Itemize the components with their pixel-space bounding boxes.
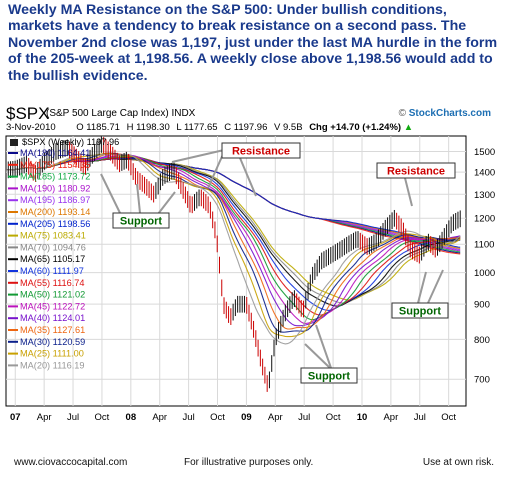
symbol-label: $SPX	[6, 104, 50, 123]
callout-leader	[427, 269, 444, 304]
y-tick-label: 700	[474, 375, 490, 386]
legend: MA(180) 1164.41 MA(175) 1154.35 MA(185) 11…	[8, 139, 90, 370]
legend-label: MA(45) 1122.72	[20, 301, 85, 311]
watermark-brand: StockCharts.com	[408, 108, 491, 119]
x-tick-label: Apr	[37, 412, 52, 423]
legend-label: MA(75) 1083.41	[20, 231, 86, 241]
ma-line	[5, 152, 461, 333]
y-tick-label: 1200	[474, 214, 495, 225]
x-tick-label: 10	[357, 412, 368, 423]
ma-line	[5, 152, 461, 330]
moving-averages	[5, 152, 461, 345]
resistance-label-2: Resistance	[387, 166, 445, 178]
watermark-prefix: ©	[398, 108, 409, 119]
x-tick-label: Jul	[183, 412, 195, 423]
stockcharts-watermark: © StockCharts.com	[399, 108, 491, 119]
y-tick-label: 1500	[474, 147, 495, 158]
callout-leader	[171, 149, 225, 163]
legend-label: MA(205) 1198.56	[20, 219, 90, 229]
legend-label: MA(190) 1180.92	[20, 183, 90, 193]
callout-leader	[404, 177, 413, 207]
legend-label: MA(25) 1111.00	[20, 349, 84, 359]
footer-risk: Use at own risk.	[422, 457, 494, 468]
x-tick-label: 07	[10, 412, 21, 423]
quote-low: L 1177.65	[176, 122, 218, 133]
y-tick-label: 1400	[474, 168, 495, 179]
legend-label: MA(50) 1121.02	[20, 290, 85, 300]
support-label-2-box	[300, 367, 358, 384]
ma-line	[5, 153, 461, 338]
legend-label: MA(20) 1116.19	[20, 360, 85, 370]
footer-disclaimer: For illustrative purposes only.	[184, 457, 314, 468]
annotations: Resistance Resistance Support Support Suppor…	[100, 142, 456, 384]
legend-label: MA(30) 1120.59	[20, 337, 85, 347]
x-tick-label: Apr	[383, 412, 398, 423]
callout-leader	[136, 183, 141, 214]
callout-leader	[207, 151, 225, 189]
legend-label: MA(65) 1105.17	[20, 254, 85, 264]
price-bars	[7, 136, 461, 392]
callout-leader	[417, 271, 427, 304]
callout-leader	[157, 191, 176, 215]
legend-label: MA(55) 1116.74	[20, 278, 85, 288]
x-tick-label: Oct	[95, 412, 110, 423]
series-swatch	[10, 139, 18, 146]
legend-label: MA(70) 1094.76	[20, 242, 86, 252]
symbol-description: (S&P 500 Large Cap Index) INDX	[46, 108, 196, 119]
ma-line	[5, 153, 461, 345]
quote-volume: V 9.5B	[274, 122, 303, 133]
x-tick-label: 08	[126, 412, 137, 423]
quote-date: 3-Nov-2010	[6, 122, 56, 133]
support-label-1-box	[112, 212, 170, 229]
legend-label: MA(175) 1154.35	[20, 160, 90, 170]
x-tick-label: Jul	[298, 412, 310, 423]
y-tick-label: 1100	[474, 240, 494, 251]
x-tick-label: Jul	[67, 412, 79, 423]
legend-label: MA(60) 1111.97	[20, 266, 84, 276]
legend-label: MA(185) 1173.72	[20, 172, 90, 182]
legend-label: MA(180) 1164.41	[20, 148, 90, 158]
callout-leader	[304, 343, 331, 369]
y-tick-label: 1300	[474, 190, 495, 201]
legend-label: MA(40) 1124.01	[20, 313, 85, 323]
series-title: $SPX (Weekly) 1197.96	[22, 137, 119, 147]
quote-open: O 1185.71	[76, 122, 120, 133]
y-tick-label: 1000	[474, 268, 495, 279]
x-tick-label: Apr	[268, 412, 283, 423]
x-tick-label: Apr	[152, 412, 167, 423]
callout-leader	[315, 324, 332, 369]
support-label-3: Support	[399, 306, 441, 318]
support-label-1: Support	[120, 216, 162, 228]
callout-leader	[100, 173, 121, 214]
legend-label: MA(200) 1193.14	[20, 207, 90, 217]
resistance-label-1: Resistance	[232, 146, 290, 158]
ohlc-row: 3-Nov-2010 O 1185.71 H 1198.30 L 1177.65…	[6, 122, 496, 133]
resistance-label-1-box	[221, 142, 301, 159]
legend-label: MA(195) 1186.97	[20, 195, 90, 205]
quote-high: H 1198.30	[126, 122, 170, 133]
callout-leader	[239, 157, 257, 197]
support-label-3-box	[391, 302, 449, 319]
y-tick-label: 900	[474, 300, 490, 311]
x-tick-label: Oct	[210, 412, 225, 423]
up-arrow-icon: ▲	[403, 122, 414, 133]
x-tick-label: Oct	[326, 412, 341, 423]
y-tick-label: 800	[474, 335, 490, 346]
x-tick-label: Oct	[441, 412, 456, 423]
resistance-label-2-box	[376, 162, 456, 179]
x-tick-label: Jul	[414, 412, 426, 423]
ma-line	[5, 153, 461, 327]
plot-area: 700 800 900 1000 1100 1200 1300 1400 1500 07 Apr Ju…	[5, 135, 495, 423]
x-tick-label: 09	[241, 412, 252, 423]
legend-label: MA(35) 1127.61	[20, 325, 85, 335]
headline: Weekly MA Resistance on the S&P 500: Und…	[8, 2, 498, 84]
support-label-2: Support	[308, 371, 350, 383]
quote-change: Chg +14.70 (+1.24%)	[309, 122, 402, 133]
footer-website: www.ciovaccocapital.com	[14, 457, 128, 468]
quote-close: C 1197.96	[224, 122, 268, 133]
